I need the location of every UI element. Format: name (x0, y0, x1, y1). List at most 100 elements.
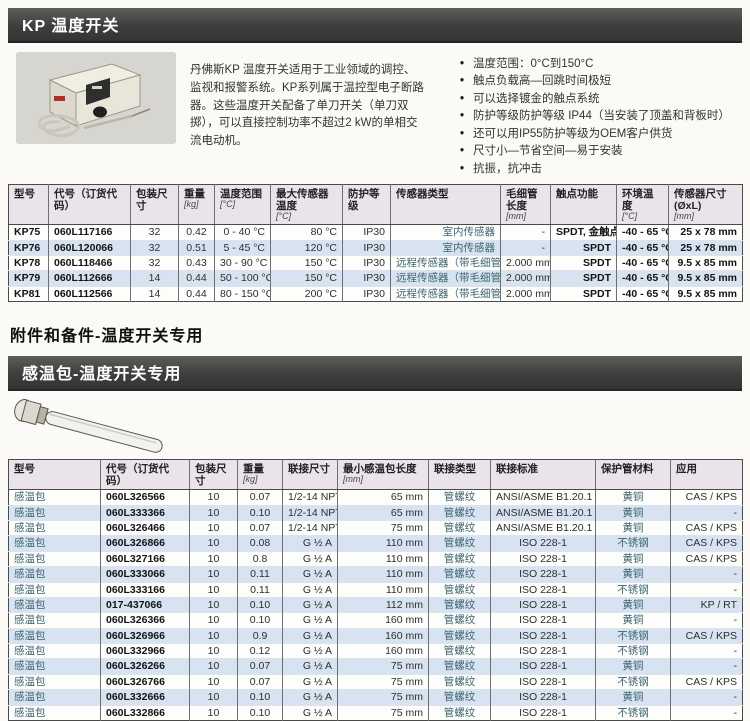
table-cell: G ½ A (282, 535, 338, 552)
table-cell: 感温包 (8, 581, 101, 598)
table-row: 感温包 060L332866 10 0.10 G ½ A 75 mm 管螺纹 ISO 228-… (8, 704, 743, 721)
kp-intro-block: 丹佛斯KP 温度开关适用于工业领域的调控、监视和报警系统。KP系列属于温控型电子… (8, 50, 742, 179)
column-header: 代号（订货代码） (48, 184, 131, 226)
table-cell: 32 (130, 239, 179, 256)
table-cell: 160 mm (337, 627, 429, 644)
table-cell: 10 (189, 658, 238, 675)
table-cell: - (670, 643, 743, 659)
table-cell: -40 - 65 °C (616, 239, 669, 256)
table-cell: 感温包 (8, 689, 101, 706)
table-cell: IP30 (342, 270, 391, 287)
table-cell: 黄铜 (595, 489, 671, 506)
table-cell: 感温包 (8, 704, 101, 721)
table-cell: 黄铜 (595, 612, 671, 629)
table-cell: 9.5 x 85 mm (668, 255, 743, 271)
table-cell: 1/2-14 NPT (282, 520, 338, 536)
sensor-bulb-table: 型号 代号（订货代码） 包装尺寸 重量 [kg] 联接尺寸 最小感温包长度 [mm] 联接类型联… (8, 459, 743, 721)
column-header: 重量 [kg] (237, 459, 283, 491)
table-cell: 管螺纹 (428, 643, 491, 659)
table-cell: KP79 (8, 270, 49, 287)
table-cell: 060L333166 (100, 581, 190, 598)
table-row: 感温包 060L332666 10 0.10 G ½ A 75 mm 管螺纹 ISO 228-… (8, 689, 743, 706)
table-cell: 感温包 (8, 612, 101, 629)
table-cell: IP30 (342, 224, 391, 241)
table-cell: 管螺纹 (428, 535, 491, 552)
table-cell: 80 °C (270, 224, 343, 241)
column-header: 联接尺寸 (282, 459, 338, 491)
table-cell: 150 °C (270, 270, 343, 287)
column-header: 包装尺寸 (189, 459, 238, 491)
table-cell: - (670, 689, 743, 706)
feature-bullet: 可以选择镀金的触点系统 (460, 91, 742, 109)
table-cell: 10 (189, 627, 238, 644)
table-cell: SPDT (550, 270, 617, 287)
table-cell: 30 - 90 °C (214, 255, 271, 271)
table-cell: ISO 228-1 (490, 673, 596, 690)
table-cell: 黄铜 (595, 504, 671, 521)
table-row: KP81 060L112566 14 0.44 80 - 150 °C 200 °C IP3… (8, 285, 743, 302)
table-row: 感温包 060L327166 10 0.8 G ½ A 110 mm 管螺纹 ISO 228-… (8, 550, 743, 567)
table-row: KP78 060L118466 32 0.43 30 - 90 °C 150 °C IP30… (8, 255, 743, 271)
table-cell: 感温包 (8, 520, 101, 536)
table-cell: IP30 (342, 255, 391, 271)
sensor-bulb-product-photo (8, 394, 742, 456)
table-cell: 0.08 (237, 535, 283, 552)
table-cell: 0.07 (237, 520, 283, 536)
table-cell: 感温包 (8, 550, 101, 567)
table-cell: - (500, 239, 551, 256)
table-cell: 感温包 (8, 504, 101, 521)
table-cell: 感温包 (8, 673, 101, 690)
table-cell: SPDT (550, 239, 617, 256)
table-cell: CAS / KPS (670, 489, 743, 506)
table-cell: 060L326766 (100, 673, 190, 690)
table-cell: 14 (130, 270, 179, 287)
table-cell: 2.000 mm (500, 255, 551, 271)
table-cell: 管螺纹 (428, 627, 491, 644)
table-cell: 5 - 45 °C (214, 239, 271, 256)
table-row: 感温包 060L333166 10 0.11 G ½ A 110 mm 管螺纹 ISO 228… (8, 581, 743, 598)
table-cell: 10 (189, 581, 238, 598)
column-header: 传感器类型 (390, 184, 501, 226)
table-row: 感温包 017-437066 10 0.10 G ½ A 112 mm 管螺纹 ISO 228… (8, 596, 743, 613)
column-header: 联接标准 (490, 459, 596, 491)
column-header: 触点功能 (550, 184, 617, 226)
table-cell: 060L117166 (48, 224, 131, 241)
table-row: 感温包 060L326766 10 0.07 G ½ A 75 mm 管螺纹 ISO 228-… (8, 673, 743, 690)
table-cell: 060L326466 (100, 520, 190, 536)
table-row: 感温包 060L326566 10 0.07 1/2-14 NPT 65 mm 管螺纹 ANS… (9, 489, 743, 506)
table-cell: 0.10 (237, 689, 283, 706)
column-header: 型号 (8, 184, 49, 226)
table-cell: 060L326866 (100, 535, 190, 552)
table-cell: 9.5 x 85 mm (668, 270, 743, 287)
table-cell: 1/2-14 NPT (282, 489, 338, 506)
table-cell: 黄铜 (595, 520, 671, 536)
table-cell: G ½ A (282, 596, 338, 613)
table-cell: 50 - 100 °C (214, 270, 271, 287)
table-cell: 060L333366 (100, 504, 190, 521)
table-cell: IP30 (342, 239, 391, 256)
table-row: 感温包 060L326466 10 0.07 1/2-14 NPT 75 mm 管螺纹 ANS… (8, 520, 743, 536)
table-cell: SPDT, 金触点 (550, 224, 617, 241)
table-cell: G ½ A (282, 612, 338, 629)
table-cell: KP78 (8, 255, 49, 271)
bulb-section-header-bar: 感温包-温度开关专用 (8, 356, 742, 392)
table-cell: CAS / KPS (670, 673, 743, 690)
table-cell: KP / RT (670, 596, 743, 613)
table-cell: 黄铜 (595, 689, 671, 706)
table-cell: 黄铜 (595, 566, 671, 583)
table-cell: 感温包 (8, 535, 101, 552)
table-cell: ANSI/ASME B1.20.1 (490, 504, 596, 521)
feature-bullet: 触点负载高—回跳时间极短 (460, 73, 742, 91)
table-cell: 2.000 mm (500, 270, 551, 287)
table-cell: 0.44 (178, 270, 215, 287)
table-cell: 0.11 (237, 581, 283, 598)
table-row: 感温包 060L326866 10 0.08 G ½ A 110 mm 管螺纹 ISO 228… (8, 535, 743, 552)
feature-bullet: 防护等级防护等级 IP44（当安装了顶盖和背板时） (460, 108, 742, 126)
table-cell: 不锈钢 (595, 581, 671, 598)
table-cell: KP76 (8, 239, 49, 256)
table-cell: 160 mm (337, 643, 429, 659)
table-cell: 10 (189, 643, 238, 659)
table-cell: 120 °C (270, 239, 343, 256)
table-cell: 不锈钢 (595, 673, 671, 690)
